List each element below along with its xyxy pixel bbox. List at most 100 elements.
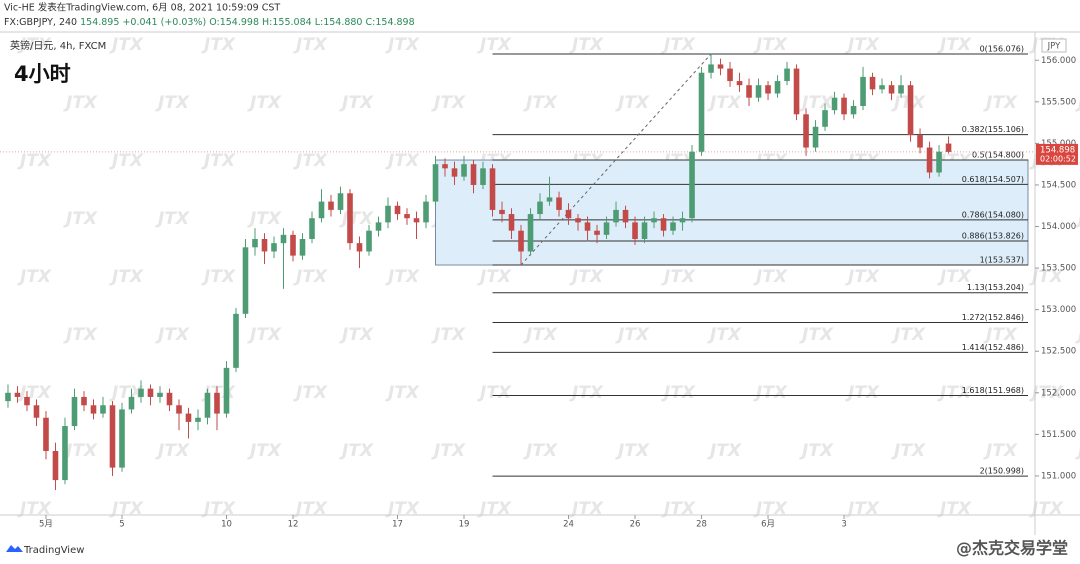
candle-body [537, 201, 543, 215]
fib-label: 0.382(155.106) [962, 125, 1024, 134]
candle-body [746, 85, 752, 98]
watermark: JTX [155, 209, 190, 229]
y-tick-label: 152.000 [1041, 388, 1076, 398]
candle-body [166, 392, 173, 406]
candle-body [242, 247, 249, 314]
logo: TradingView [23, 545, 84, 556]
watermark: JTX [845, 267, 880, 287]
candle-body [423, 201, 429, 223]
candle-body [52, 450, 59, 481]
watermark: JTX [891, 441, 926, 461]
watermark: JTX [63, 325, 98, 345]
watermark: JTX [937, 267, 972, 287]
countdown: 02:00:52 [1040, 154, 1076, 163]
high: H:155.084 [262, 17, 312, 28]
watermark: JTX [17, 151, 52, 171]
symbol: FX:GBPJPY, 240 [4, 17, 77, 28]
candle-body [442, 164, 448, 169]
candle-body [822, 110, 828, 127]
watermark: JTX [707, 93, 742, 113]
watermark: JTX [155, 93, 190, 113]
candle-body [157, 392, 163, 397]
candle-body [755, 85, 762, 98]
candle-body [271, 243, 277, 252]
watermark: JTX [63, 209, 98, 229]
candle-body [5, 392, 11, 402]
candle-body [413, 218, 420, 223]
header-line: Vic-HE 发表在TradingView.com, 6月 08, 2021 1… [4, 2, 280, 14]
watermark: JTX [707, 441, 742, 461]
credit: @杰克交易学堂 [956, 539, 1068, 558]
watermark: JTX [201, 151, 236, 171]
candle-body [917, 135, 923, 148]
currency: JPY [1047, 42, 1061, 52]
watermark: JTX [799, 93, 834, 113]
candle-body [632, 222, 638, 239]
candle-body [793, 68, 800, 115]
candle-body [318, 201, 325, 219]
price: 154.895 [80, 17, 119, 28]
candle-body [584, 222, 591, 231]
watermark: JTX [753, 383, 788, 403]
candle-body [736, 81, 743, 86]
watermark: JTX [201, 35, 236, 55]
watermark: JTX [63, 93, 98, 113]
low: L:154.880 [315, 17, 363, 28]
candle-body [252, 239, 258, 248]
open: O:154.998 [209, 17, 259, 28]
close: C:154.898 [366, 17, 415, 28]
watermark: JTX [523, 441, 558, 461]
watermark: JTX [569, 383, 604, 403]
candle-body [461, 164, 467, 177]
watermark: JTX [63, 441, 98, 461]
watermark: JTX [109, 267, 144, 287]
candle-body [689, 151, 695, 219]
watermark: JTX [845, 383, 880, 403]
candle-body [907, 85, 914, 136]
candle-body [831, 97, 838, 111]
candle-body [24, 396, 30, 406]
y-tick-label: 155.500 [1041, 97, 1076, 107]
watermark: JTX [17, 267, 52, 287]
candle-body [119, 409, 125, 468]
y-tick-label: 153.500 [1041, 264, 1076, 274]
watermark: JTX [431, 93, 466, 113]
watermark: JTX [937, 35, 972, 55]
candle-body [385, 205, 391, 223]
legend: 英镑/日元, 4h, FXCM [10, 39, 106, 52]
candle-body [499, 209, 505, 215]
x-tick-label: 12 [288, 520, 299, 530]
watermark: JTX [431, 441, 466, 461]
candle-body [299, 239, 306, 256]
candle-body [62, 426, 68, 481]
candle-body [375, 222, 382, 231]
watermark: JTX [17, 383, 52, 403]
candle-body [765, 85, 771, 94]
x-tick-label: 3 [841, 520, 846, 530]
watermark: JTX [569, 499, 604, 519]
candle-body [138, 388, 144, 397]
candle-body [774, 81, 781, 94]
watermark: JTX [385, 499, 420, 519]
fib-trend-line [520, 53, 712, 266]
watermark: JTX [201, 499, 236, 519]
candle-body [432, 164, 439, 202]
candle-body [309, 218, 315, 239]
candle-body [14, 392, 21, 397]
watermark: JTX [1075, 93, 1080, 113]
last-price-tag [1036, 143, 1078, 165]
candle-body [337, 193, 344, 210]
candle-body [679, 218, 686, 223]
watermark: JTX [293, 35, 328, 55]
watermark: JTX [293, 499, 328, 519]
watermark: JTX [477, 35, 512, 55]
logo-icon [6, 545, 23, 552]
watermark: JTX [1075, 325, 1080, 345]
x-tick-label: 5 [119, 520, 124, 530]
y-tick-label: 154.500 [1041, 180, 1076, 190]
currency-box [1041, 38, 1067, 53]
candle-body [641, 222, 648, 239]
watermark: JTX [983, 325, 1018, 345]
watermark: JTX [385, 267, 420, 287]
watermark: JTX [339, 441, 374, 461]
